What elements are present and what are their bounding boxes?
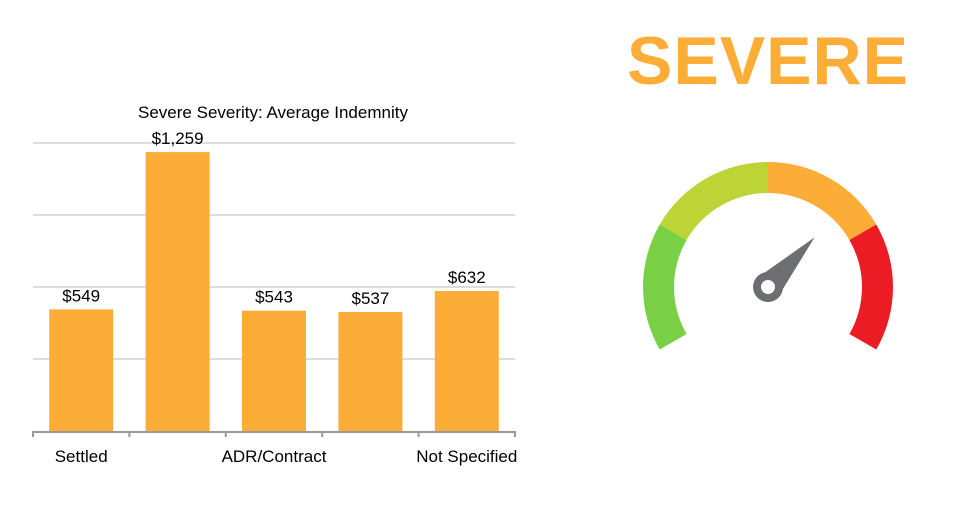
data-label: $632 (448, 268, 486, 287)
gauge-segment (768, 162, 877, 240)
bar-chart: Severe Severity: Average Indemnity $549 $… (32, 103, 517, 466)
x-tick-label: Settled (55, 447, 108, 466)
data-label: $549 (62, 286, 100, 305)
bar (434, 290, 499, 431)
data-label: $537 (351, 289, 389, 308)
severity-gauge (643, 162, 893, 350)
data-label: $543 (255, 288, 293, 307)
data-label: $1,259 (152, 129, 204, 148)
bar (145, 152, 210, 432)
gauge-segment (643, 224, 687, 350)
chart-title: Severe Severity: Average Indemnity (138, 103, 408, 122)
x-tick-label: Not Specified (416, 447, 517, 466)
severity-label: SEVERE (627, 23, 909, 99)
gauge-segment (659, 162, 768, 240)
x-tick-label: ADR/Contract (222, 447, 327, 466)
bar (242, 310, 306, 431)
bar (49, 309, 114, 431)
needle-hub-hole (761, 280, 775, 294)
gauge-segment (849, 224, 893, 350)
gauge-needle (753, 237, 815, 302)
bar (338, 312, 403, 431)
